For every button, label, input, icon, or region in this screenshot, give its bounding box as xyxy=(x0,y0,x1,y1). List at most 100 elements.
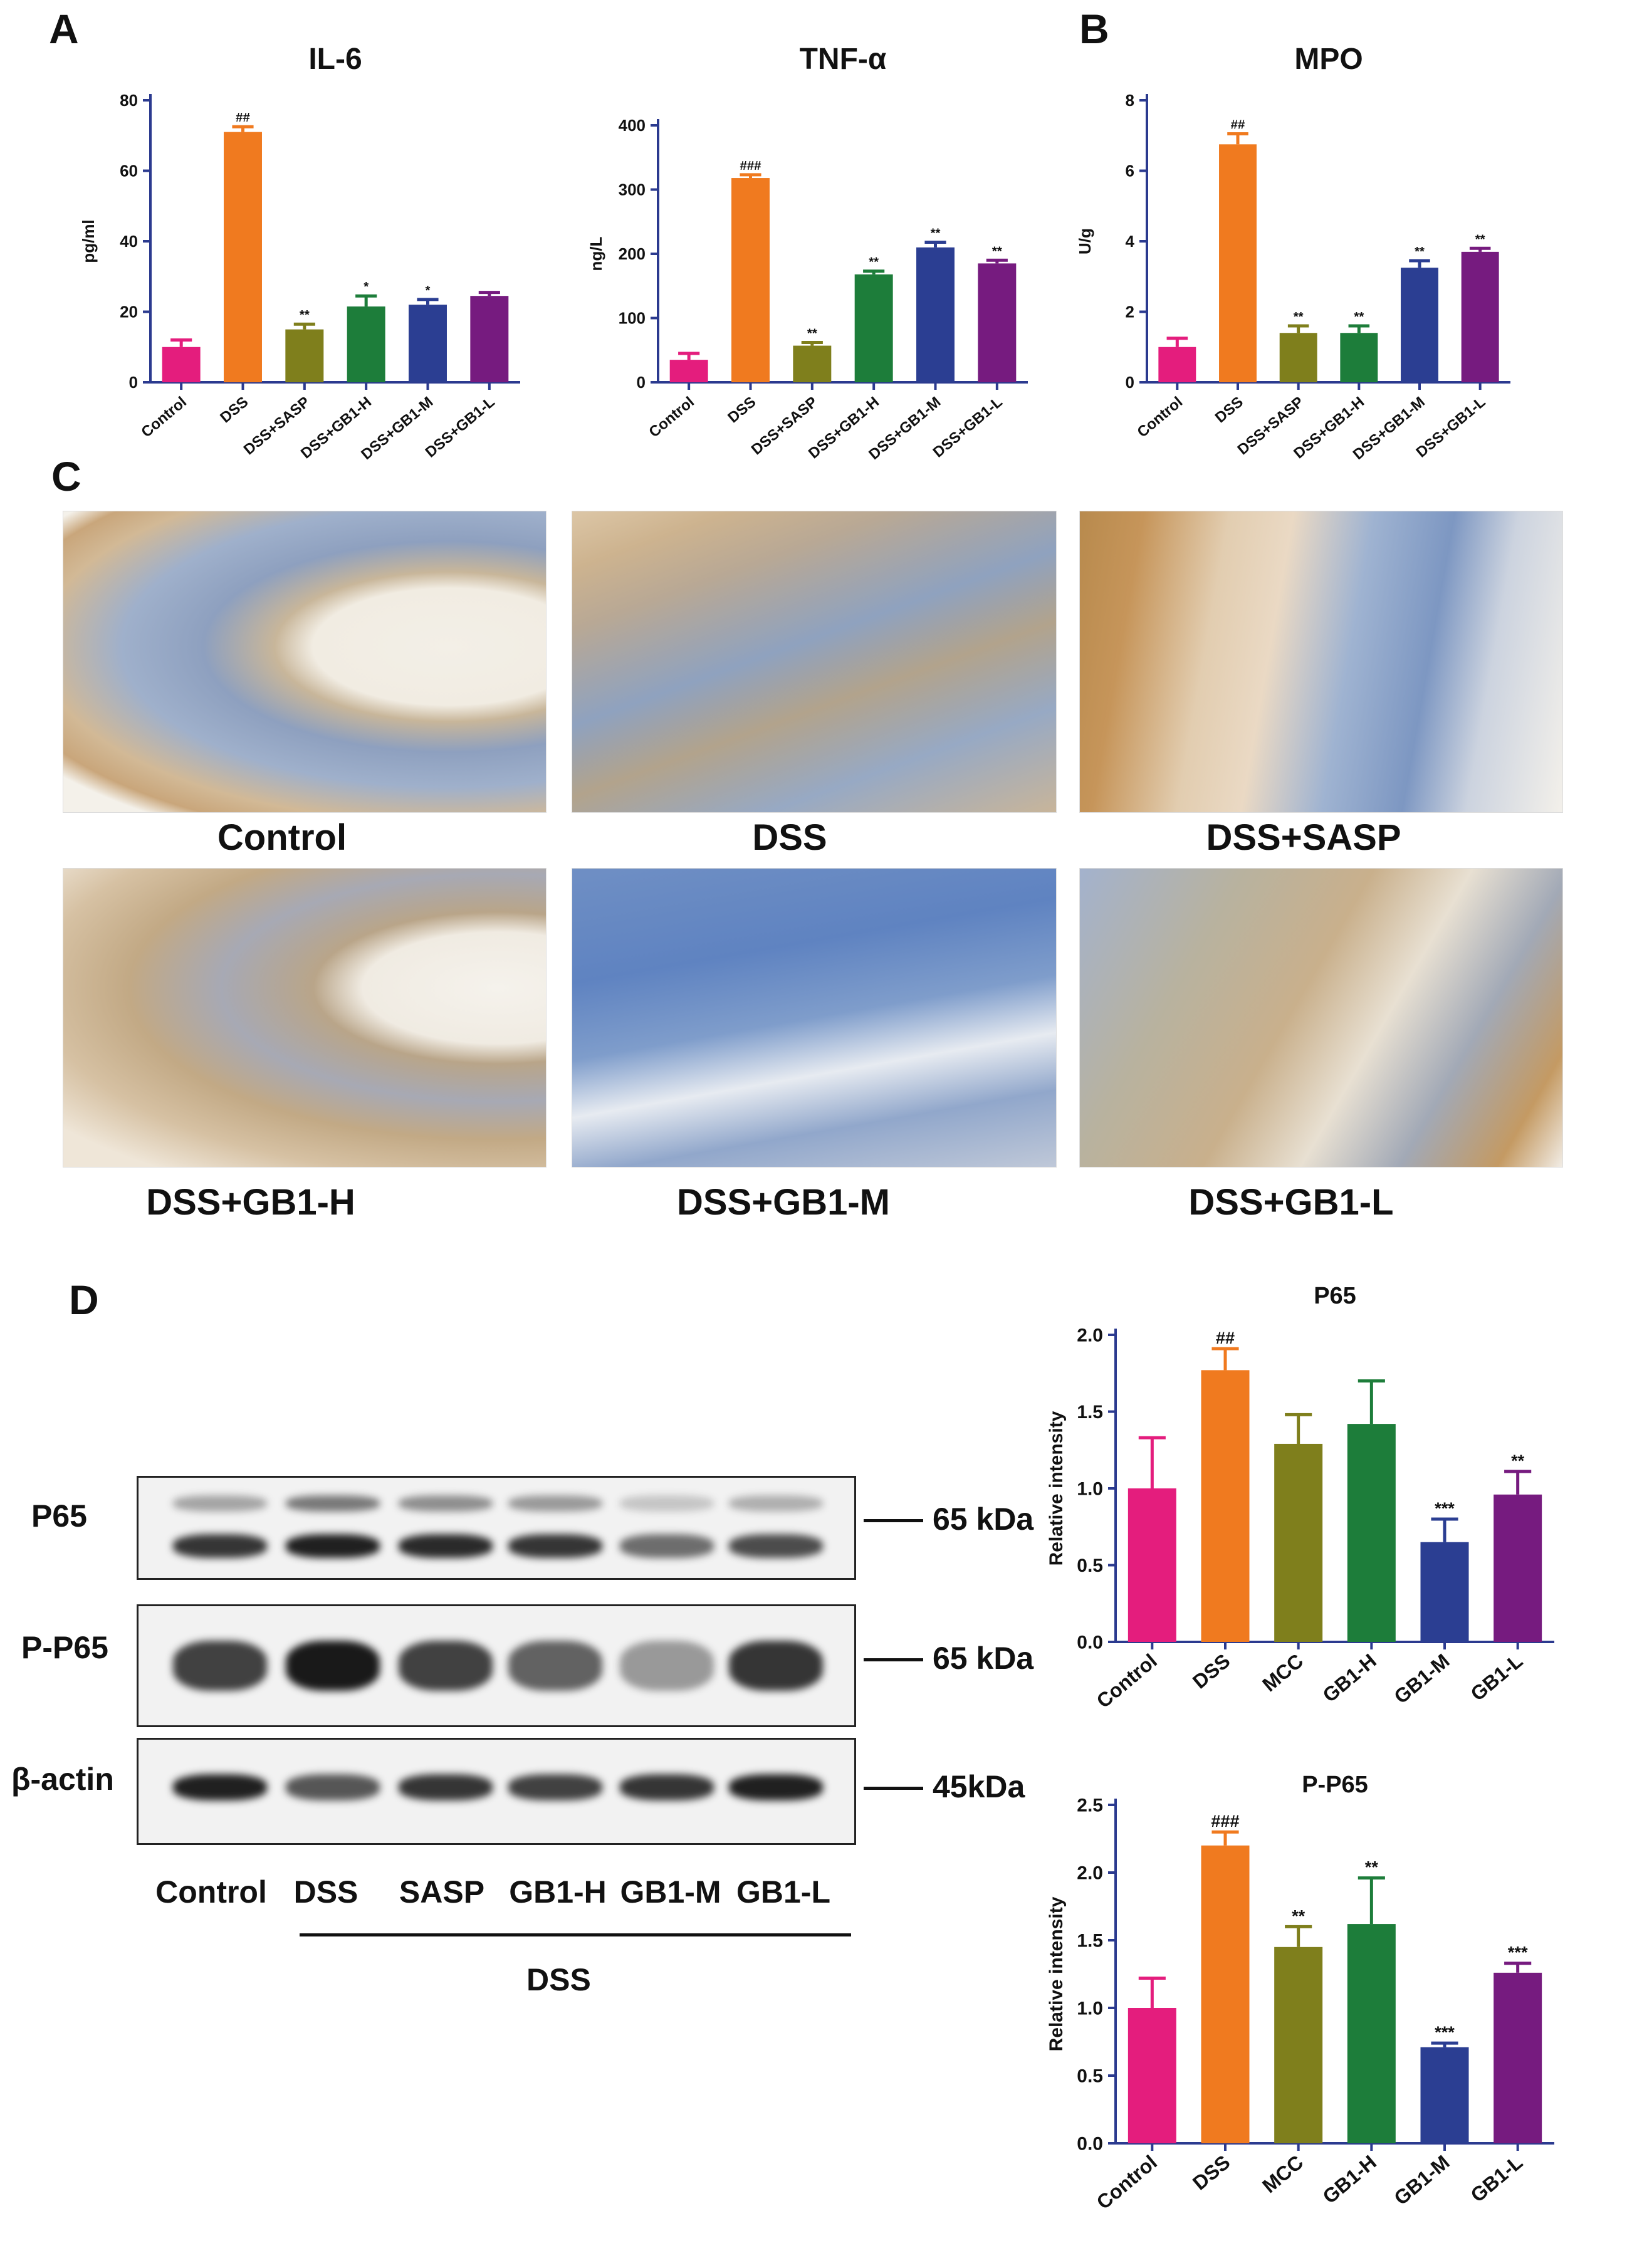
chart-pp65: P-P65 Relative intensity 0.0 0.5 1.0 1.5 2.0 2.… xyxy=(1046,1772,1554,2213)
y-axis-label: ng/L xyxy=(587,236,605,271)
significance-label: ** xyxy=(1415,245,1425,259)
x-tick-label: GB1-M xyxy=(1389,2151,1453,2210)
blot-band xyxy=(620,1641,714,1691)
significance-label: * xyxy=(426,284,431,298)
x-tick-label: Control xyxy=(138,394,190,441)
x-tick-label: GB1-H xyxy=(1318,1649,1380,1707)
x-tick-label: GB1-L xyxy=(1466,2151,1527,2207)
bar xyxy=(1461,251,1499,382)
blot-band xyxy=(620,1774,714,1800)
significance-label: ## xyxy=(1216,1328,1235,1347)
y-tick-label: 2 xyxy=(1126,303,1134,321)
significance-label: ** xyxy=(1354,310,1364,324)
y-tick-label: 0.5 xyxy=(1077,2066,1103,2087)
x-tick-label: DSS xyxy=(217,394,251,426)
significance-label: ** xyxy=(1511,1451,1525,1470)
lane-label-gb1-m: GB1-M xyxy=(620,1874,721,1910)
bar xyxy=(978,263,1017,382)
chart-il6: IL-6pg/ml020406080Control##DSS**DSS+SASP… xyxy=(79,43,520,463)
marker-kda-pp65: 65 kDa xyxy=(933,1641,1034,1676)
bar xyxy=(1127,2008,1176,2143)
blot-pp65 xyxy=(137,1604,856,1727)
y-axis-label: pg/ml xyxy=(79,219,98,263)
significance-label: ** xyxy=(931,227,941,241)
bar xyxy=(1494,1494,1542,1642)
chart-title: IL-6 xyxy=(308,43,362,76)
y-tick-label: 1.5 xyxy=(1077,1931,1103,1952)
bar xyxy=(1274,1443,1323,1642)
bar xyxy=(224,132,262,382)
y-axis-label: U/g xyxy=(1075,228,1094,254)
blot-row-label-actin: β-actin xyxy=(11,1762,114,1797)
y-tick-label: 20 xyxy=(120,303,138,321)
x-tick-label: DSS xyxy=(1188,2151,1235,2195)
x-tick-label: Control xyxy=(1092,1649,1161,1711)
micrograph-dss-gb1-l xyxy=(1079,868,1563,1168)
x-tick-label: Control xyxy=(1134,394,1186,441)
y-axis-label: Relative intensity xyxy=(1046,1896,1067,2051)
micrograph-control xyxy=(63,511,547,813)
x-tick-label: GB1-M xyxy=(1389,1649,1453,1708)
bar xyxy=(285,329,324,382)
marker-line-p65 xyxy=(864,1519,923,1522)
bar xyxy=(1420,1542,1469,1642)
dss-group-label: DSS xyxy=(526,1962,591,1997)
blot-band xyxy=(173,1534,267,1558)
caption-dss-sasp: DSS+SASP xyxy=(1206,817,1401,858)
y-tick-label: 0.0 xyxy=(1077,1633,1103,1653)
blot-band xyxy=(729,1641,823,1691)
blot-band xyxy=(173,1495,267,1512)
bar xyxy=(1347,1424,1396,1642)
y-axis-label: Relative intensity xyxy=(1046,1411,1067,1565)
blot-band xyxy=(286,1641,380,1691)
chart-tnf: TNF-αng/L0100200300400Control###DSS**DSS… xyxy=(587,43,1028,463)
blot-band xyxy=(399,1495,493,1512)
significance-label: ### xyxy=(740,159,761,173)
panel-letter-c: C xyxy=(51,453,81,499)
blot-band xyxy=(508,1534,602,1558)
bar xyxy=(1401,268,1438,382)
bar xyxy=(1340,333,1378,382)
y-tick-label: 1.5 xyxy=(1077,1402,1103,1423)
y-tick-label: 2.0 xyxy=(1077,1863,1103,1884)
chart-title: TNF-α xyxy=(800,43,887,76)
blot-band xyxy=(399,1774,493,1800)
blot-band xyxy=(286,1495,380,1512)
lane-label-dss: DSS xyxy=(293,1874,358,1910)
significance-label: ** xyxy=(992,244,1002,258)
y-tick-label: 100 xyxy=(619,309,646,328)
blot-band xyxy=(173,1774,267,1800)
significance-label: *** xyxy=(1435,2022,1455,2042)
bar xyxy=(854,274,893,382)
micrograph-dss-sasp xyxy=(1079,511,1563,813)
panel-letter-a: A xyxy=(49,6,79,52)
lane-label-control: Control xyxy=(155,1874,267,1910)
marker-line-actin xyxy=(864,1787,923,1790)
x-tick-label: DSS xyxy=(1188,1649,1235,1693)
y-tick-label: 0.0 xyxy=(1077,2134,1103,2155)
significance-label: ** xyxy=(1294,310,1304,324)
y-tick-label: 60 xyxy=(120,162,138,180)
blot-p65 xyxy=(137,1476,856,1580)
bar xyxy=(1494,1972,1542,2143)
significance-label: ** xyxy=(300,308,310,322)
x-tick-label: Control xyxy=(646,394,698,441)
lane-label-gb1-h: GB1-H xyxy=(509,1874,607,1910)
blot-band xyxy=(620,1495,714,1512)
blot-row-label-pp65: P-P65 xyxy=(21,1630,108,1665)
bar xyxy=(409,305,447,382)
y-tick-label: 200 xyxy=(619,244,646,263)
chart-title: MPO xyxy=(1294,43,1363,76)
blot-band xyxy=(508,1495,602,1512)
bar xyxy=(1158,347,1196,382)
bar xyxy=(1219,144,1257,382)
blot-row-label-p65: P65 xyxy=(31,1498,87,1534)
micrograph-dss xyxy=(572,511,1057,813)
bar xyxy=(1279,333,1317,382)
blot-band xyxy=(508,1641,602,1691)
blot-band xyxy=(729,1774,823,1800)
blot-band xyxy=(286,1534,380,1558)
y-tick-label: 40 xyxy=(120,232,138,251)
y-tick-label: 1.0 xyxy=(1077,1479,1103,1500)
blot-band xyxy=(286,1774,380,1800)
